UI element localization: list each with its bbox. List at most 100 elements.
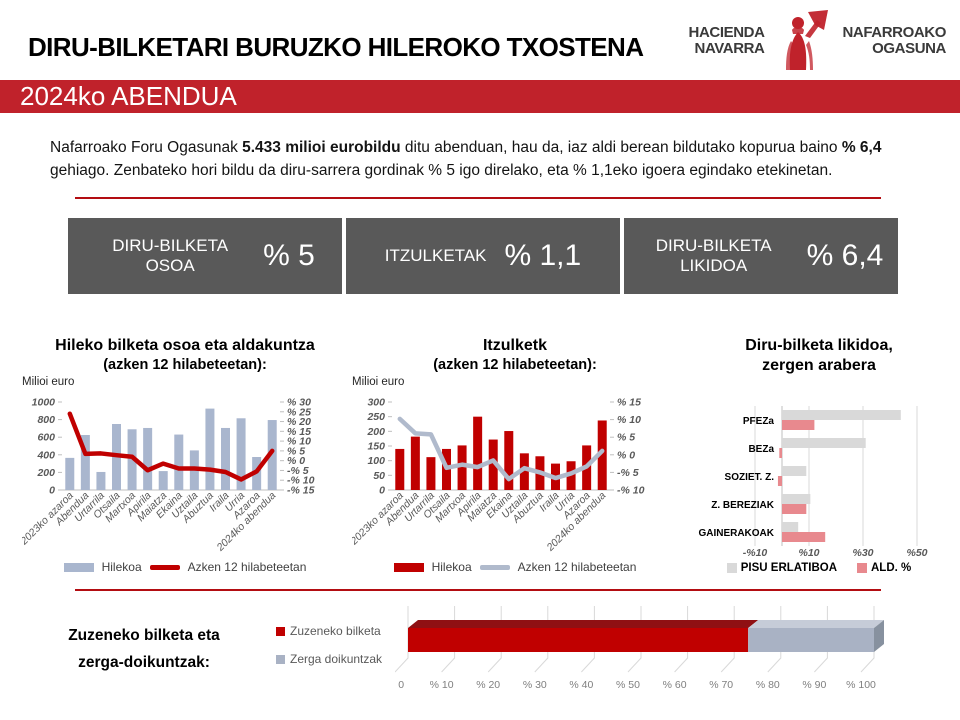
- svg-text:% 20: % 20: [287, 416, 311, 428]
- svg-text:% 100: % 100: [846, 679, 876, 691]
- page-title: DIRU-BILKETARI BURUZKO HILEROKO TXOSTENA: [28, 32, 644, 62]
- legend-item-adjustments: Zerga doikuntzak: [276, 652, 382, 666]
- direct-vs-adjustments-plot: % 0 % 10 % 20 % 30 % 40 % 50 % 60 % 70 % 80 % 90%…: [395, 606, 884, 691]
- logo-text-nafarroako: NAFARROAKO: [842, 24, 947, 42]
- intro-bold-amount: 5.433 milioi eurobildu: [242, 139, 401, 156]
- legend-item-change: ALD. %: [857, 562, 911, 574]
- line-series-label: Azken 12 hilabeteetan: [187, 560, 307, 575]
- kpi-label: DIRU-BILKETA OSOA: [112, 235, 229, 275]
- svg-text:100: 100: [367, 455, 385, 467]
- svg-text:% 30: % 30: [523, 679, 547, 691]
- svg-text:% 90: % 90: [802, 679, 826, 691]
- svg-text:600: 600: [37, 432, 55, 444]
- svg-text:-% 10: -% 10: [617, 485, 645, 497]
- svg-text:% 20: % 20: [476, 679, 500, 691]
- svg-text:% 30: % 30: [287, 397, 311, 409]
- plot-area: 0 50 100 150 200 250 300 % 15 % 10 % 5 % 0 -% 5 -% 1…: [366, 397, 644, 497]
- svg-text:% 0: % 0: [617, 449, 635, 461]
- kpi-label: ITZULKETAK: [384, 245, 487, 265]
- bar-series-label: Hilekoa: [101, 560, 142, 575]
- svg-text:% 40: % 40: [569, 679, 593, 691]
- kpi-value: % 6,4: [806, 239, 884, 272]
- category-labels: 2023ko azaroaAbenduaUrtarrilaOtsailaMart…: [352, 490, 608, 555]
- svg-text:1000: 1000: [32, 397, 56, 409]
- svg-text:% 0: % 0: [287, 455, 305, 467]
- svg-text:0: 0: [379, 485, 385, 497]
- svg-text:400: 400: [36, 449, 55, 461]
- kpi-label: DIRU-BILKETA LIKIDOA: [655, 235, 772, 275]
- intro-text-3: gehiago. Zenbateko hori bildu da diru-sa…: [50, 162, 833, 180]
- bottom-title-line2: zerga-doikuntzak:: [78, 654, 210, 672]
- chart-subtitle: (azken 12 hilabeteetan):: [103, 357, 267, 373]
- intro-paragraph: Nafarroako Foru Ogasunak 5.433 milioi eu…: [50, 136, 914, 183]
- change-series-label: ALD. %: [871, 562, 912, 574]
- chart-legend: Hilekoa Azken 12 hilabeteetan: [22, 560, 348, 574]
- axis-unit-label: Milioi euro: [352, 376, 405, 389]
- direct-swatch: [276, 626, 285, 636]
- stacked-bar: [408, 620, 884, 652]
- svg-text:% 70: % 70: [709, 679, 733, 691]
- svg-text:250: 250: [366, 411, 385, 423]
- refunds-chart: Itzulketk (azken 12 hilabeteetan): Milio…: [352, 336, 678, 574]
- svg-text:% 50: % 50: [616, 679, 640, 691]
- org-logo: HACIENDA NAVARRA NAFARROAKO OGASUNA: [689, 10, 946, 72]
- svg-text:150: 150: [367, 441, 385, 453]
- svg-text:% 25: % 25: [287, 406, 311, 418]
- chart-subtitle: (azken 12 hilabeteetan):: [433, 357, 597, 373]
- chart-legend: Hilekoa Azken 12 hilabeteetan: [352, 560, 678, 574]
- category-labels: PFEZa BEZa SOZIET. Z. Z. BEREZIAK GAINERAKOA…: [698, 416, 774, 539]
- plot-area: 0 200 400 600 800 1000 % 30% 25% 20% 15% 10% 5…: [32, 397, 315, 497]
- svg-text:% 15: % 15: [617, 397, 641, 409]
- net-by-tax-chart: Diru-bilketa likidoa, zergen arabera PFE…: [688, 336, 950, 574]
- chart-title: Hileko bilketa osoa eta aldakuntza: [55, 337, 315, 354]
- line-series-swatch: [479, 564, 510, 570]
- svg-text:% 5: % 5: [617, 432, 635, 444]
- svg-text:%30: %30: [852, 547, 873, 558]
- svg-text:% 60: % 60: [663, 679, 687, 691]
- axis-unit-label: Milioi euro: [22, 376, 75, 389]
- adjustments-label: Zerga doikuntzak: [290, 652, 383, 666]
- svg-text:-% 5: -% 5: [617, 467, 639, 479]
- logo-text-hacienda: HACIENDA: [688, 24, 765, 42]
- bar-series-swatch: [393, 562, 424, 572]
- svg-text:GAINERAKOAK: GAINERAKOAK: [698, 528, 774, 539]
- svg-text:% 15: % 15: [287, 426, 311, 438]
- svg-text:% 80: % 80: [756, 679, 780, 691]
- monthly-collection-plot: 0 200 400 600 800 1000 % 30% 25% 20% 15% 10% 5…: [22, 397, 315, 555]
- line-series-label: Azken 12 hilabeteetan: [517, 560, 637, 575]
- kpi-total-collection: DIRU-BILKETA OSOA % 5: [68, 218, 342, 294]
- month-banner: 2024ko ABENDUA: [0, 80, 960, 113]
- svg-text:% 10: % 10: [430, 679, 454, 691]
- navarra-figure-emblem-icon: [785, 10, 828, 70]
- intro-text-2: ditu abenduan, hau da, iaz aldi berean b…: [400, 139, 842, 156]
- bars: [395, 416, 607, 491]
- refunds-plot: 0 50 100 150 200 250 300 % 15 % 10 % 5 % 0 -% 5 -% 1…: [352, 397, 645, 555]
- chart-subtitle: zergen arabera: [762, 357, 876, 374]
- direct-label: Zuzeneko bilketa: [290, 624, 381, 638]
- svg-text:% 10: % 10: [617, 414, 641, 426]
- kpi-value: % 1,1: [504, 239, 582, 272]
- axis-labels: -%10 %10 %30 %50: [743, 547, 928, 558]
- legend-item-direct: Zuzeneko bilketa: [276, 624, 382, 638]
- axis-labels: % 0 % 10 % 20 % 30 % 40 % 50 % 60 % 70 % 80 % 90%…: [395, 679, 876, 691]
- svg-text:0: 0: [49, 485, 55, 497]
- kpi-value: % 5: [263, 239, 315, 272]
- logo-text-ogasuna: OGASUNA: [872, 40, 946, 57]
- svg-text:300: 300: [367, 397, 385, 409]
- monthly-collection-chart: Hileko bilketa osoa eta aldakuntza (azke…: [22, 336, 348, 574]
- logo-text-navarra: NAVARRA: [694, 40, 765, 57]
- svg-text:SOZIET. Z.: SOZIET. Z.: [725, 472, 775, 483]
- svg-text:800: 800: [37, 414, 55, 426]
- trend-line: [67, 411, 275, 482]
- svg-text:% 5: % 5: [287, 446, 305, 458]
- bar-series-swatch: [63, 562, 94, 572]
- bar-series-label: Hilekoa: [431, 560, 472, 575]
- svg-text:-% 15: -% 15: [287, 485, 315, 497]
- chart-title: Itzulketk: [482, 337, 547, 354]
- svg-text:%50: %50: [906, 547, 927, 558]
- nafarroako-ogasuna-label: NAFARROAKO OGASUNA: [843, 25, 947, 57]
- category-labels: 2023ko azaroaAbenduaUrtarrilaOtsailaMart…: [22, 490, 278, 555]
- kpi-net-collection: DIRU-BILKETA LIKIDOA % 6,4: [624, 218, 898, 294]
- separator-rule-bottom: [75, 589, 881, 591]
